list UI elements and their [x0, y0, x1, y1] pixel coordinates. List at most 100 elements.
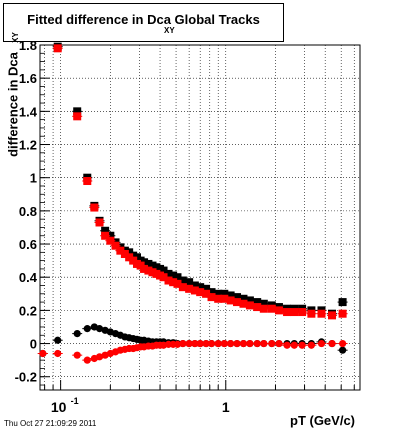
data-point-square: [101, 226, 110, 235]
data-point-square: [290, 308, 299, 317]
data-point-circle: [207, 339, 216, 348]
data-point-square: [169, 271, 178, 280]
data-point-square: [207, 288, 216, 297]
data-point-square: [274, 306, 283, 315]
y-tick-label: 1.4: [19, 104, 38, 119]
data-point-circle: [179, 339, 187, 348]
data-point-square: [239, 299, 248, 308]
y-axis-label: difference in Dca: [5, 52, 21, 157]
data-point-square: [253, 303, 262, 312]
data-point-circle: [220, 339, 228, 348]
data-point-square: [253, 298, 262, 307]
data-point-circle: [73, 351, 81, 359]
data-point-circle: [275, 339, 283, 348]
data-point-square: [178, 276, 187, 285]
data-point-square: [328, 311, 337, 320]
data-point-circle: [328, 339, 336, 348]
data-point-square: [106, 236, 115, 245]
data-point-circle: [39, 349, 47, 358]
data-point-square: [90, 203, 99, 212]
data-point-square: [190, 286, 199, 295]
data-point-circle: [202, 339, 210, 348]
y-tick-label: 0.2: [19, 303, 37, 318]
data-point-square: [245, 296, 254, 305]
data-point-square: [164, 269, 173, 278]
y-axis-label-subscript: XY: [10, 32, 20, 43]
data-point-square: [338, 298, 347, 307]
x-axis-label: pT (GeV/c): [290, 413, 356, 428]
data-point-square: [317, 309, 326, 318]
data-point-square: [267, 304, 276, 313]
data-point-square: [196, 288, 205, 297]
data-point-circle: [283, 341, 291, 349]
data-point-square: [73, 112, 82, 121]
data-point-square: [83, 177, 92, 186]
data-point-circle: [339, 346, 347, 354]
data-point-circle: [290, 341, 298, 349]
data-point-circle: [239, 339, 248, 348]
data-point-square: [144, 259, 153, 268]
data-point-circle: [83, 356, 91, 364]
chart-title-main: Fitted difference in Dca: [27, 12, 171, 27]
y-tick-label: -0.2: [15, 370, 37, 385]
data-point-square: [159, 273, 168, 282]
data-point-square: [164, 276, 173, 285]
x-tick-label-0.1-exponent: -1: [71, 396, 79, 406]
y-tick-label: 0.6: [19, 237, 37, 252]
data-point-square: [245, 301, 254, 310]
data-point-square: [116, 246, 125, 255]
data-point-circle: [268, 339, 276, 348]
data-point-square: [298, 308, 307, 317]
data-point-circle: [298, 341, 306, 349]
data-point-square: [196, 283, 205, 292]
data-point-square: [185, 284, 194, 293]
data-point-square: [159, 266, 168, 275]
y-tick-label: 0.4: [19, 270, 38, 285]
data-point-circle: [246, 339, 254, 348]
data-point-square: [220, 294, 229, 303]
y-tick-label: 1: [30, 171, 37, 186]
data-point-square: [259, 299, 268, 308]
data-point-square: [101, 231, 110, 240]
data-point-square: [173, 279, 182, 288]
data-point-square: [140, 264, 149, 273]
data-point-square: [73, 107, 82, 116]
data-point-circle: [191, 339, 199, 348]
data-point-square: [207, 293, 216, 302]
data-point-square: [173, 273, 182, 282]
y-tick-label: 0: [30, 337, 37, 352]
data-point-circle: [253, 339, 261, 348]
data-point-square: [226, 291, 235, 300]
data-point-circle: [260, 339, 268, 348]
data-point-square: [144, 266, 153, 275]
data-point-square: [214, 294, 223, 303]
data-point-square: [259, 304, 268, 313]
title-box: Fitted difference in Dca Global Tracks X…: [3, 3, 284, 42]
y-tick-label: 1.2: [19, 138, 37, 153]
data-point-square: [202, 289, 211, 298]
data-point-square: [106, 231, 115, 240]
data-point-square: [202, 284, 211, 293]
data-point-square: [283, 308, 292, 317]
chart-title: Fitted difference in Dca Global Tracks: [4, 12, 283, 27]
data-point-square: [95, 218, 104, 227]
data-point-square: [214, 289, 223, 298]
data-point-square: [125, 248, 134, 257]
data-point-circle: [54, 349, 62, 358]
data-point-circle: [307, 341, 315, 349]
data-point-square: [233, 298, 242, 307]
data-point-square: [233, 293, 242, 302]
chart-title-suffix: Global Tracks: [174, 12, 260, 27]
data-point-square: [111, 241, 120, 250]
data-point-circle: [173, 340, 182, 348]
data-point-square: [169, 278, 178, 287]
x-tick-label-1: 1: [222, 399, 230, 415]
footer-timestamp: Thu Oct 27 21:09:29 2011: [4, 419, 97, 428]
data-point-circle: [233, 339, 241, 348]
y-tick-label: 0.8: [19, 204, 37, 219]
data-point-square: [220, 289, 229, 298]
y-tick-label: 1.6: [19, 71, 37, 86]
data-point-circle: [83, 325, 91, 333]
x-tick-label-0.1: 10: [51, 399, 67, 415]
